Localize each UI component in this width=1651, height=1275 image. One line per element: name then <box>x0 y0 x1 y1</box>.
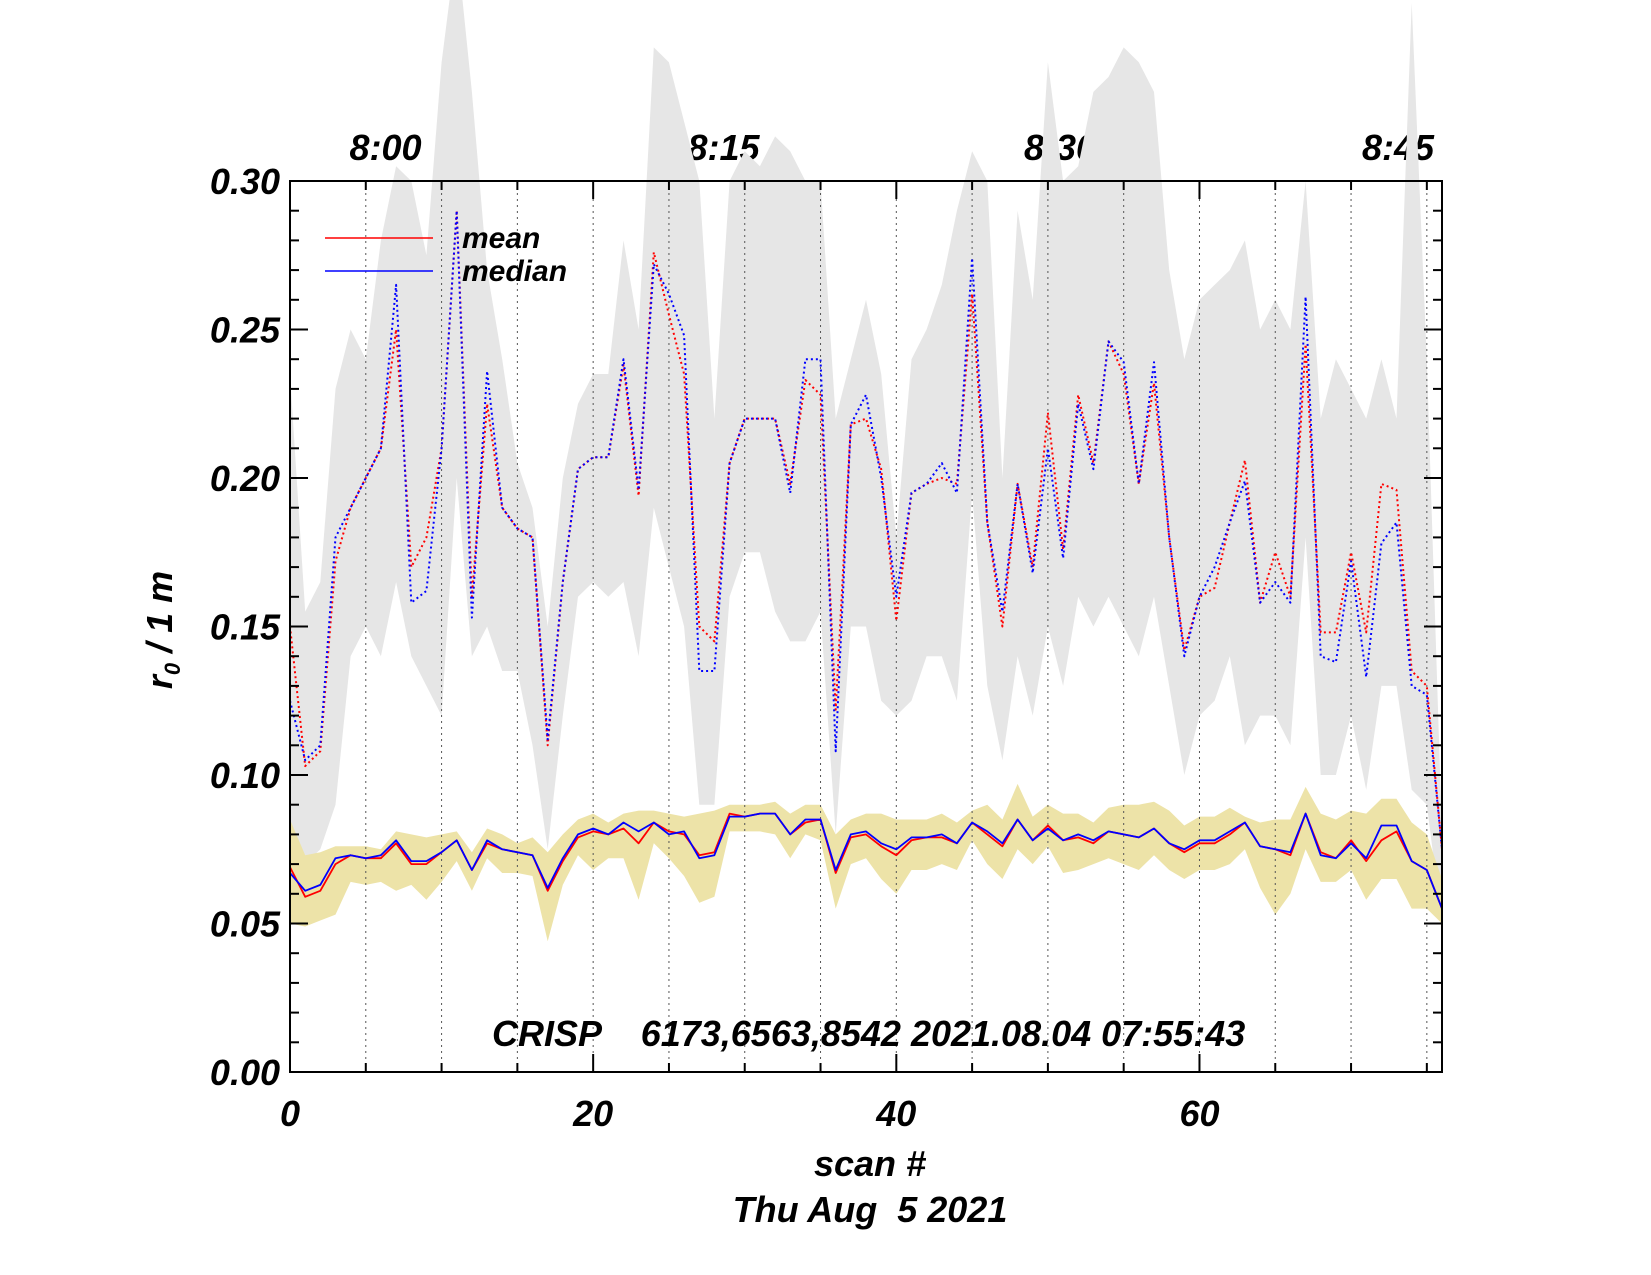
x-tick-label-60: 60 <box>1179 1093 1219 1134</box>
x-tick-label-20: 20 <box>572 1093 613 1134</box>
x-axis-date: Thu Aug 5 2021 <box>733 1189 1008 1230</box>
y-tick-label-2: 0.10 <box>210 755 280 796</box>
y-axis-label: r0 / 1 m <box>139 571 185 689</box>
axis-ticks <box>289 180 1442 1073</box>
x-tick-label-40: 40 <box>875 1093 916 1134</box>
x-axis-label: scan # <box>814 1143 926 1184</box>
series-median-upper-dotted <box>290 209 1442 850</box>
top-time-label-3: 8:45 <box>1362 127 1435 168</box>
y-tick-label-4: 0.20 <box>210 458 280 499</box>
legend-median-label: median <box>462 255 567 288</box>
y-tick-label-1: 0.05 <box>210 904 281 945</box>
y-axis-label-sub: 0 <box>160 662 185 675</box>
instrument-annotation: CRISP 6173,6563,8542 2021.08.04 07:55:43 <box>492 1013 1245 1054</box>
top-time-label-0: 8:00 <box>349 127 421 168</box>
lower-spread-band <box>290 783 1442 942</box>
y-tick-label-6: 0.30 <box>210 161 280 202</box>
series-median <box>290 812 1442 909</box>
axis-labels: 0 20 40 60 0.00 0.05 0.10 0.15 0.20 0.25 0.30 <box>210 161 1220 1134</box>
y-axis-label-r: r <box>139 673 180 689</box>
bands-layer <box>290 0 1442 942</box>
y-axis-label-rest: / 1 m <box>139 571 180 663</box>
legend-mean-label: mean <box>462 222 540 255</box>
legend: mean median <box>325 222 567 288</box>
series-layer <box>290 209 1442 909</box>
y-tick-label-0: 0.00 <box>210 1052 280 1093</box>
series-mean-upper-dotted <box>290 209 1442 850</box>
y-tick-label-5: 0.25 <box>210 310 281 351</box>
y-tick-label-3: 0.15 <box>210 607 281 648</box>
x-tick-label-0: 0 <box>280 1093 300 1134</box>
upper-spread-band <box>290 0 1442 924</box>
